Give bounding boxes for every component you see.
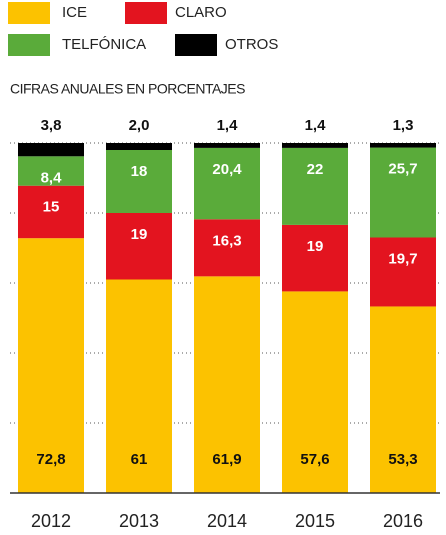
legend-swatch bbox=[8, 2, 50, 24]
x-tick-label: 2015 bbox=[295, 511, 335, 531]
data-label: 18 bbox=[131, 163, 148, 180]
bar-segment bbox=[282, 143, 348, 148]
data-label: 25,7 bbox=[388, 161, 417, 178]
legend-swatch bbox=[125, 2, 167, 24]
data-label: 19,7 bbox=[388, 250, 417, 267]
bar-segment bbox=[18, 185, 84, 239]
data-label: 1,3 bbox=[393, 117, 414, 134]
data-label: 53,3 bbox=[388, 451, 417, 468]
bar-segment bbox=[106, 213, 172, 280]
legend-swatch bbox=[175, 34, 217, 56]
bar-segment bbox=[18, 143, 84, 157]
bar-segment bbox=[282, 147, 348, 225]
bar-segment bbox=[18, 156, 84, 186]
bar-segment bbox=[106, 150, 172, 213]
data-label: 57,6 bbox=[300, 451, 329, 468]
x-tick-label: 2014 bbox=[207, 511, 247, 531]
bar-segment bbox=[106, 279, 172, 493]
bar-segment bbox=[18, 238, 84, 493]
bar-segment bbox=[194, 276, 260, 493]
data-label: 19 bbox=[307, 238, 324, 255]
legend-label: TELFÓNICA bbox=[62, 36, 146, 53]
data-label: 8,4 bbox=[41, 169, 63, 186]
legend-label: CLARO bbox=[175, 4, 227, 21]
bar-segment bbox=[282, 224, 348, 292]
bar-segment bbox=[370, 147, 436, 238]
data-label: 61 bbox=[131, 451, 148, 468]
data-label: 61,9 bbox=[212, 451, 241, 468]
data-label: 16,3 bbox=[212, 232, 241, 249]
x-tick-label: 2016 bbox=[383, 511, 423, 531]
data-label: 20,4 bbox=[212, 161, 242, 178]
data-label: 1,4 bbox=[305, 117, 327, 134]
data-label: 2,0 bbox=[129, 117, 150, 134]
data-label: 1,4 bbox=[217, 117, 239, 134]
data-label: 72,8 bbox=[36, 451, 65, 468]
bar-segment bbox=[370, 143, 436, 148]
bar-segment bbox=[194, 143, 260, 148]
bar-segment bbox=[370, 306, 436, 493]
bar-segment bbox=[194, 219, 260, 277]
x-tick-label: 2012 bbox=[31, 511, 71, 531]
bar-segment bbox=[282, 291, 348, 493]
data-label: 3,8 bbox=[41, 117, 62, 134]
chart-subtitle: CIFRAS ANUALES EN PORCENTAJES bbox=[10, 81, 245, 97]
legend-swatch bbox=[8, 34, 50, 56]
data-label: 19 bbox=[131, 226, 148, 243]
legend-label: ICE bbox=[62, 4, 87, 21]
bar-segment bbox=[370, 237, 436, 307]
bar-segment bbox=[106, 143, 172, 150]
x-tick-label: 2013 bbox=[119, 511, 159, 531]
data-label: 15 bbox=[43, 199, 60, 216]
data-label: 22 bbox=[307, 161, 324, 178]
legend-label: OTROS bbox=[225, 36, 278, 53]
bar-segment bbox=[194, 147, 260, 220]
